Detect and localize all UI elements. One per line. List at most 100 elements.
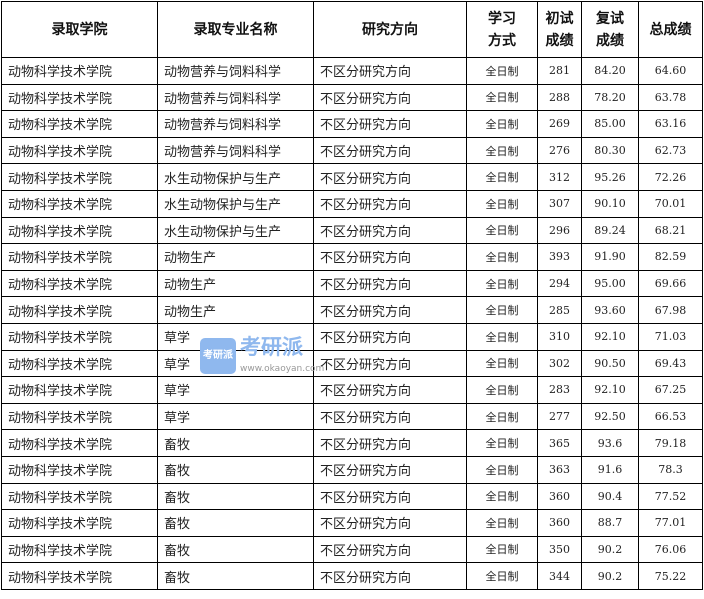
table-cell: 动物生产	[157, 269, 314, 298]
table-cell: 89.24	[581, 216, 639, 245]
table-cell: 63.78	[638, 83, 703, 112]
table-row: 动物科学技术学院 水生动物保护与生产 不区分研究方向 全日制 312 95.26 72.26	[1, 163, 703, 191]
column-header: 总成绩	[638, 1, 703, 58]
table-cell: 动物科学技术学院	[1, 402, 158, 431]
table-cell: 动物营养与饲料科学	[157, 110, 314, 138]
table-cell: 312	[537, 163, 582, 191]
table-cell: 动物科学技术学院	[1, 216, 158, 245]
table-cell: 草学	[157, 402, 314, 431]
table-cell: 90.4	[581, 482, 639, 511]
table-row: 动物科学技术学院 动物营养与饲料科学 不区分研究方向 全日制 288 78.20 63.78	[1, 83, 703, 112]
table-cell: 67.25	[638, 376, 703, 404]
table-cell: 水生动物保护与生产	[157, 189, 314, 218]
table-row: 动物科学技术学院 动物生产 不区分研究方向 全日制 393 91.90 82.59	[1, 243, 703, 271]
table-cell: 全日制	[466, 83, 538, 112]
table-cell: 276	[537, 136, 582, 165]
table-cell: 90.50	[581, 349, 639, 378]
table-cell: 302	[537, 349, 582, 378]
table-row: 动物科学技术学院 草学 不区分研究方向 全日制 283 92.10 67.25	[1, 376, 703, 404]
table-row: 动物科学技术学院 草学 不区分研究方向 全日制 310 92.10 71.03	[1, 322, 703, 351]
table-cell: 动物科学技术学院	[1, 189, 158, 218]
table-cell: 285	[537, 296, 582, 324]
table-cell: 93.6	[581, 429, 639, 457]
table-cell: 92.10	[581, 376, 639, 404]
table-cell: 90.2	[581, 535, 639, 564]
table-cell: 畜牧	[157, 535, 314, 564]
table-cell: 75.22	[638, 562, 703, 590]
table-cell: 72.26	[638, 163, 703, 191]
table-cell: 全日制	[466, 349, 538, 378]
table-cell: 动物科学技术学院	[1, 376, 158, 404]
table-cell: 动物科学技术学院	[1, 163, 158, 191]
table-cell: 283	[537, 376, 582, 404]
table-cell: 动物营养与饲料科学	[157, 83, 314, 112]
table-cell: 不区分研究方向	[313, 482, 467, 511]
table-cell: 不区分研究方向	[313, 349, 467, 378]
table-cell: 76.06	[638, 535, 703, 564]
table-cell: 84.20	[581, 57, 639, 85]
table-cell: 不区分研究方向	[313, 110, 467, 138]
table-cell: 85.00	[581, 110, 639, 138]
table-cell: 全日制	[466, 57, 538, 85]
table-cell: 动物科学技术学院	[1, 349, 158, 378]
table-cell: 全日制	[466, 509, 538, 537]
table-cell: 动物科学技术学院	[1, 296, 158, 324]
table-row: 动物科学技术学院 动物生产 不区分研究方向 全日制 294 95.00 69.66	[1, 269, 703, 298]
table-cell: 全日制	[466, 110, 538, 138]
table-cell: 296	[537, 216, 582, 245]
table-cell: 动物科学技术学院	[1, 535, 158, 564]
table-cell: 不区分研究方向	[313, 189, 467, 218]
table-cell: 78.20	[581, 83, 639, 112]
table-cell: 91.90	[581, 243, 639, 271]
table-cell: 360	[537, 509, 582, 537]
table-header-row: 录取学院 录取专业名称 研究方向 学习 方式 初试 成绩 复试 成绩 总成绩	[1, 1, 703, 58]
table-row: 动物科学技术学院 动物营养与饲料科学 不区分研究方向 全日制 276 80.30 62.73	[1, 136, 703, 165]
table-cell: 90.2	[581, 562, 639, 590]
table-cell: 64.60	[638, 57, 703, 85]
table-cell: 全日制	[466, 136, 538, 165]
table-cell: 动物科学技术学院	[1, 83, 158, 112]
table-cell: 67.98	[638, 296, 703, 324]
table-cell: 不区分研究方向	[313, 83, 467, 112]
table-cell: 动物科学技术学院	[1, 455, 158, 484]
table-cell: 95.26	[581, 163, 639, 191]
table-cell: 344	[537, 562, 582, 590]
table-cell: 动物生产	[157, 296, 314, 324]
table-cell: 80.30	[581, 136, 639, 165]
table-cell: 动物科学技术学院	[1, 509, 158, 537]
table-cell: 69.43	[638, 349, 703, 378]
table-row: 动物科学技术学院 动物营养与饲料科学 不区分研究方向 全日制 281 84.20 64.60	[1, 57, 703, 85]
table-cell: 不区分研究方向	[313, 243, 467, 271]
table-cell: 70.01	[638, 189, 703, 218]
table-cell: 动物科学技术学院	[1, 482, 158, 511]
column-header: 录取学院	[1, 1, 158, 58]
table-cell: 畜牧	[157, 429, 314, 457]
table-cell: 294	[537, 269, 582, 298]
table-cell: 全日制	[466, 535, 538, 564]
table-cell: 78.3	[638, 455, 703, 484]
table-cell: 69.66	[638, 269, 703, 298]
table-cell: 动物营养与饲料科学	[157, 57, 314, 85]
table-cell: 全日制	[466, 189, 538, 218]
table-cell: 不区分研究方向	[313, 429, 467, 457]
table-cell: 363	[537, 455, 582, 484]
table-cell: 350	[537, 535, 582, 564]
table-cell: 水生动物保护与生产	[157, 163, 314, 191]
table-cell: 不区分研究方向	[313, 376, 467, 404]
column-header: 研究方向	[313, 1, 467, 58]
table-cell: 393	[537, 243, 582, 271]
table-cell: 动物科学技术学院	[1, 136, 158, 165]
table-cell: 82.59	[638, 243, 703, 271]
table-cell: 动物生产	[157, 243, 314, 271]
table-cell: 90.10	[581, 189, 639, 218]
column-header: 复试 成绩	[581, 1, 639, 58]
table-cell: 不区分研究方向	[313, 163, 467, 191]
table-cell: 草学	[157, 322, 314, 351]
table-row: 动物科学技术学院 畜牧 不区分研究方向 全日制 344 90.2 75.22	[1, 562, 703, 590]
table-cell: 277	[537, 402, 582, 431]
table-cell: 77.01	[638, 509, 703, 537]
table-cell: 不区分研究方向	[313, 562, 467, 590]
table-row: 动物科学技术学院 畜牧 不区分研究方向 全日制 363 91.6 78.3	[1, 455, 703, 484]
table-cell: 全日制	[466, 429, 538, 457]
